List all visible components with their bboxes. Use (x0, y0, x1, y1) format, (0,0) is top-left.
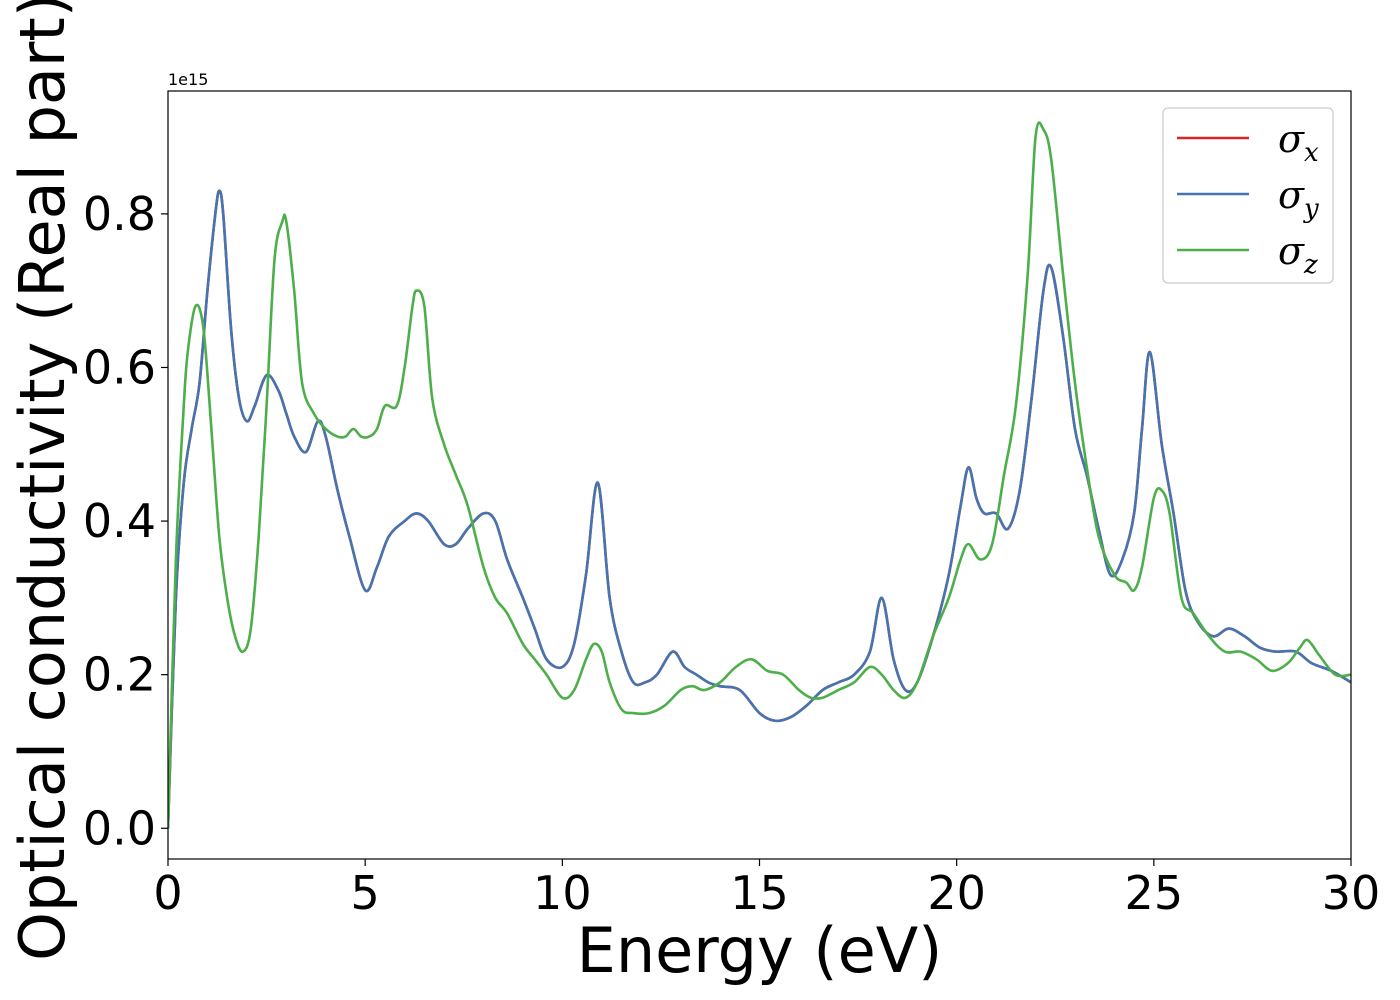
x-axis-label: Energy (eV) (577, 914, 943, 987)
y-tick-label: 0.0 (83, 801, 156, 855)
y-tick-label: 0.4 (83, 494, 156, 548)
series-line-y (168, 189, 1351, 829)
series-line-z (168, 121, 1351, 829)
x-tick-label: 15 (730, 866, 789, 920)
y-offset-label: 1e15 (168, 70, 208, 89)
legend-label-x: σx (1278, 117, 1319, 168)
x-tick-label: 20 (927, 866, 986, 920)
x-tick-label: 5 (351, 866, 380, 920)
legend-label-y: σy (1278, 173, 1319, 224)
x-tick-label: 10 (533, 866, 592, 920)
y-axis-label: Optical conductivity (Real part) (6, 0, 79, 961)
legend-box (1162, 107, 1334, 284)
y-tick-label: 0.2 (83, 648, 156, 702)
y-tick-label: 0.6 (83, 340, 156, 394)
x-tick-label: 0 (153, 866, 182, 920)
y-tick-label: 0.8 (83, 187, 156, 241)
x-tick-label: 30 (1322, 866, 1381, 920)
series-layer (168, 121, 1351, 829)
legend-label-z: σz (1278, 229, 1318, 280)
ticks-layer: 0 5 10 15 20 25 30 0.0 0.2 0.4 0.6 0.8 (83, 187, 1380, 920)
x-tick-label: 25 (1125, 866, 1184, 920)
